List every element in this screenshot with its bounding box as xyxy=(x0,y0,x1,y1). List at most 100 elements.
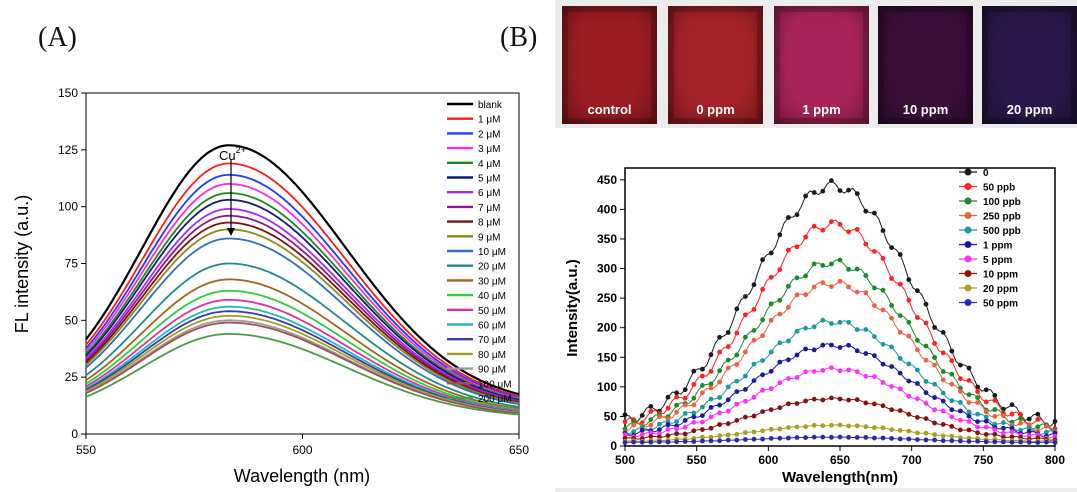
chart-b-data-point xyxy=(1026,439,1032,445)
chart-b-data-point xyxy=(751,282,757,288)
chart-b-data-point xyxy=(674,426,679,432)
chart-b-data-point xyxy=(854,227,860,232)
chart-b-data-point xyxy=(949,433,955,439)
chart-b-data-point xyxy=(863,373,869,379)
chart-b-data-point xyxy=(811,223,817,229)
chart-b-data-point xyxy=(915,396,920,402)
chart-b-data-point xyxy=(725,344,731,350)
chart-b-data-point xyxy=(906,277,912,283)
chart-b-data-point xyxy=(811,369,817,374)
chart-b-data-point xyxy=(708,434,714,440)
chart-b-data-point xyxy=(743,387,748,392)
chart-b-data-point xyxy=(777,267,783,272)
chart-b-data-point xyxy=(1009,434,1015,440)
chart-a: 550 600 650 0 25 50 75 100 125 150 blank 1 μM 2 μM 3… xyxy=(12,86,529,486)
chart-b-data-point xyxy=(1044,439,1049,445)
chart-b-data-point xyxy=(648,417,654,422)
chart-b-data-point xyxy=(631,419,636,424)
chart-b-data-point xyxy=(923,416,929,421)
legend-swatch-dot xyxy=(964,226,972,234)
chart-b-data-point xyxy=(794,424,800,430)
chart-a-series-line xyxy=(85,262,520,408)
chart-b-data-point xyxy=(682,402,688,408)
x-tick-label: 550 xyxy=(76,443,96,457)
chart-b-data-point xyxy=(906,393,912,399)
chart-b-data-point xyxy=(648,408,654,414)
legend-label: 1 ppm xyxy=(983,241,1013,252)
chart-b-data-point xyxy=(777,340,783,346)
chart-b-data-point xyxy=(872,425,877,431)
chart-a-series-line xyxy=(85,228,520,405)
chart-b-data-point xyxy=(751,307,757,312)
chart-b-data-point xyxy=(768,349,774,355)
chart-b-data-point xyxy=(949,414,955,420)
chart-b-data-point xyxy=(829,284,834,289)
chart-b-data-point xyxy=(915,415,920,420)
chart-b-data-point xyxy=(829,434,834,440)
chart-b-data-point xyxy=(786,401,791,407)
chart-a-series-line xyxy=(85,310,520,413)
chart-b-data-point xyxy=(949,398,955,404)
chart-b-data-point xyxy=(794,401,800,406)
chart-b-data-point xyxy=(665,427,671,432)
chart-b-data-point xyxy=(786,435,791,441)
chart-b-data-point xyxy=(803,292,808,298)
chart-b-data-point xyxy=(966,419,972,424)
chart-b-data-point xyxy=(734,306,740,312)
chart-b-data-point xyxy=(665,422,671,428)
chart-b-data-point xyxy=(880,435,886,441)
chart-b-data-point xyxy=(760,372,765,378)
chart-b-data-point xyxy=(915,437,920,442)
chart-b-data-point xyxy=(768,436,774,441)
chart-b-data-point xyxy=(622,432,628,438)
chart-b-data-point xyxy=(768,274,774,280)
chart-b-data-point xyxy=(700,404,705,410)
chart-b-data-point xyxy=(786,283,791,289)
chart-b-data-point xyxy=(1001,430,1006,436)
legend-swatch-dot xyxy=(964,212,972,219)
y-tick-label: 125 xyxy=(58,143,78,157)
chart-b-data-point xyxy=(829,395,834,401)
chart-b-data-point xyxy=(777,435,783,441)
chart-a-series-line xyxy=(85,173,520,399)
chart-b-data-point xyxy=(708,385,714,391)
chart-b-data-point xyxy=(958,408,963,414)
chart-b-data-point xyxy=(768,386,774,392)
chart-b-data-point xyxy=(1001,420,1006,425)
chart-b-data-point xyxy=(717,395,722,400)
chart-b-ylabel: Intensity(a.u.) xyxy=(564,259,581,357)
chart-b-data-point xyxy=(820,227,826,233)
chart-b-data-point xyxy=(751,378,757,383)
chart-b: 500 550 600 650 700 750 800 0 50 100 150 200 250 300 3… xyxy=(555,128,1077,488)
chart-b-data-point xyxy=(777,405,783,411)
y-tick-label: 150 xyxy=(58,86,78,100)
chart-b-data-point xyxy=(983,432,989,437)
chart-a-series-line xyxy=(85,182,520,400)
chart-b-data-point xyxy=(631,439,636,445)
chart-b-data-point xyxy=(975,419,980,424)
chart-b-data-point xyxy=(786,304,791,310)
chart-b-data-point xyxy=(794,292,800,298)
chart-b-data-point xyxy=(777,359,783,365)
chart-b-data-point xyxy=(1052,440,1058,445)
chart-b-data-point xyxy=(794,328,800,334)
legend-label: 6 μM xyxy=(478,188,500,199)
chart-b-data-point xyxy=(923,301,929,307)
chart-b-data-point xyxy=(966,392,972,398)
chart-b-data-point xyxy=(751,328,757,333)
chart-b-data-point xyxy=(682,395,688,401)
photo-tile: control xyxy=(562,6,657,124)
chart-b-data-point xyxy=(760,428,765,434)
chart-b-data-point xyxy=(725,421,731,427)
chart-a-series-line xyxy=(85,192,520,401)
chart-b-data-point xyxy=(794,212,800,218)
chart-b-data-point xyxy=(811,422,817,428)
y-tick-label: 0 xyxy=(610,439,617,453)
chart-b-data-point xyxy=(811,396,817,402)
chart-b-data-point xyxy=(717,379,722,385)
y-tick-label: 250 xyxy=(597,291,617,305)
chart-b-data-point xyxy=(1035,417,1041,422)
chart-b-data-point xyxy=(760,257,765,263)
chart-b-data-point xyxy=(932,407,937,413)
chart-b-data-point xyxy=(1052,418,1058,424)
